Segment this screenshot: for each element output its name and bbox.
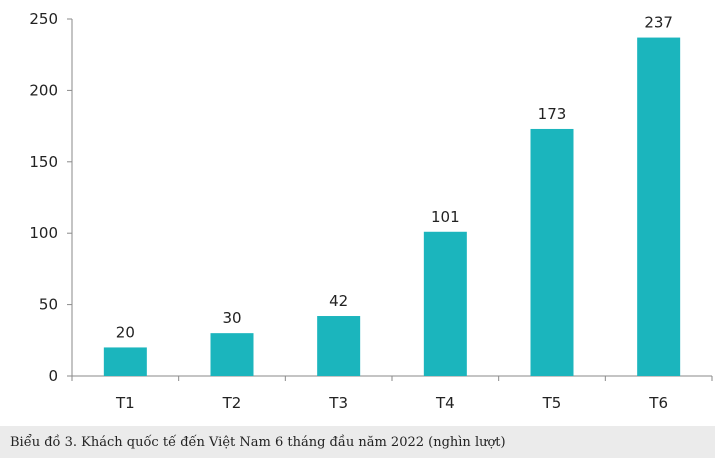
bar-t2 — [210, 333, 254, 376]
bar-t5 — [530, 128, 574, 376]
bar-t3 — [317, 316, 361, 376]
x-tick-label: T1 — [115, 394, 135, 412]
data-label: 42 — [329, 292, 348, 310]
x-tick-label: T3 — [328, 394, 348, 412]
caption-bar: Biểu đồ 3. Khách quốc tế đến Việt Nam 6 … — [0, 426, 715, 458]
y-tick-label: 0 — [48, 367, 58, 385]
data-label: 20 — [116, 323, 135, 341]
y-tick-label: 100 — [29, 224, 58, 242]
y-tick-label: 250 — [29, 10, 58, 28]
x-tick-label: T6 — [648, 394, 668, 412]
data-label: 101 — [431, 208, 460, 226]
bar-chart: 0 50 100 150 200 250 20 T1 30 T2 42 T3 101 T4 173 T5 237… — [29, 10, 713, 412]
y-tick-label: 50 — [39, 296, 58, 314]
y-tick-label: 200 — [29, 81, 58, 99]
bar-t1 — [103, 347, 147, 376]
x-tick-label: T4 — [435, 394, 455, 412]
data-label: 237 — [644, 14, 673, 32]
chart-area: 0 50 100 150 200 250 20 T1 30 T2 42 T3 101 T4 173 T5 237… — [29, 10, 713, 412]
data-label: 173 — [538, 105, 567, 123]
y-tick-label: 150 — [29, 153, 58, 171]
x-tick-label: T5 — [542, 394, 562, 412]
bar-t4 — [423, 231, 467, 376]
x-tick-label: T2 — [222, 394, 242, 412]
bar-t6 — [637, 37, 681, 377]
chart-caption: Biểu đồ 3. Khách quốc tế đến Việt Nam 6 … — [10, 434, 506, 450]
data-label: 30 — [222, 309, 241, 327]
